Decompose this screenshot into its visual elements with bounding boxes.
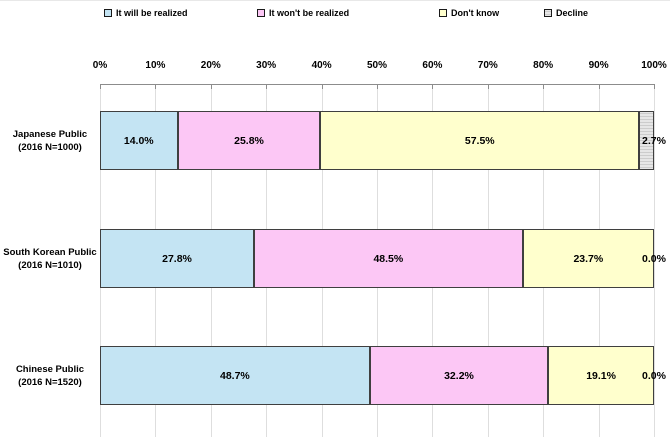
legend-label: It will be realized bbox=[116, 8, 188, 18]
legend-label: Don't know bbox=[451, 8, 500, 18]
bar-segment bbox=[548, 346, 654, 405]
bar-segment bbox=[100, 111, 178, 170]
category-label-line1: Chinese Public bbox=[15, 363, 85, 375]
category-label: Japanese Public (2016 N=1000) bbox=[2, 128, 98, 154]
x-tick-mark bbox=[321, 84, 323, 89]
legend-swatch-icon bbox=[257, 9, 265, 17]
x-tick-label: 20% bbox=[200, 60, 221, 71]
x-tick-mark bbox=[155, 84, 157, 89]
bar-value-label: 2.7% bbox=[642, 134, 666, 147]
category-label: Chinese Public (2016 N=1520) bbox=[2, 363, 98, 389]
x-tick-mark bbox=[210, 84, 212, 89]
x-tick-mark bbox=[377, 84, 378, 89]
bar-value-label: 25.8% bbox=[234, 134, 264, 147]
x-tick-label: 100% bbox=[641, 60, 667, 71]
bar-value-label: 0.0% bbox=[642, 369, 666, 382]
legend-swatch-icon bbox=[104, 9, 112, 17]
x-tick-mark bbox=[598, 84, 600, 89]
bar-value-label: 0.0% bbox=[642, 252, 666, 265]
x-tick-mark bbox=[432, 84, 434, 89]
bar-segment bbox=[177, 111, 321, 170]
category-label-line2: (2016 N=1010) bbox=[18, 259, 82, 271]
x-tick-mark bbox=[487, 84, 489, 89]
x-tick-label: 40% bbox=[311, 60, 332, 71]
legend-item-3: Don't know bbox=[439, 8, 499, 18]
legend-item-2: It won't be realized bbox=[257, 8, 349, 18]
legend-swatch-icon bbox=[439, 9, 447, 17]
category-label-line2: (2016 N=1000) bbox=[18, 141, 82, 153]
category-label-line1: South Korean Public bbox=[3, 246, 97, 258]
category-label-line1: Japanese Public bbox=[12, 128, 88, 140]
bar-value-label: 32.2% bbox=[444, 369, 474, 382]
x-tick-label: 80% bbox=[533, 60, 554, 71]
bar-segment bbox=[320, 111, 640, 170]
bar-value-label: 27.8% bbox=[162, 252, 192, 265]
x-tick-label: 60% bbox=[422, 60, 443, 71]
bar-segment bbox=[369, 346, 549, 405]
x-tick-label: 0% bbox=[92, 60, 108, 71]
bar-segment bbox=[100, 229, 254, 288]
bar-value-label: 14.0% bbox=[123, 134, 154, 147]
legend-swatch-icon bbox=[544, 9, 552, 17]
x-tick-label: 30% bbox=[256, 60, 277, 71]
legend-item-1: It will be realized bbox=[104, 8, 188, 18]
legend-label: It won't be realized bbox=[269, 8, 350, 18]
x-tick-label: 50% bbox=[366, 60, 388, 71]
bar-value-label: 23.7% bbox=[573, 252, 604, 265]
bar-segment bbox=[639, 111, 654, 170]
category-label: South Korean Public (2016 N=1010) bbox=[2, 246, 98, 272]
x-tick-label: 70% bbox=[477, 60, 498, 71]
x-tick-mark bbox=[654, 84, 655, 89]
bar-segment bbox=[254, 229, 523, 288]
x-tick-mark bbox=[543, 84, 545, 89]
bar-segment bbox=[522, 229, 654, 288]
bar-segment bbox=[100, 346, 370, 405]
gridline bbox=[654, 85, 655, 437]
x-tick-mark bbox=[100, 84, 101, 89]
bar-value-label: 48.5% bbox=[373, 252, 404, 265]
x-tick-mark bbox=[266, 84, 268, 89]
x-tick-label: 90% bbox=[588, 60, 609, 71]
bar-value-label: 19.1% bbox=[586, 369, 616, 382]
x-tick-label: 10% bbox=[145, 60, 166, 71]
legend-item-4: Decline bbox=[544, 8, 588, 18]
bar-value-label: 57.5% bbox=[464, 134, 495, 147]
category-label-line2: (2016 N=1520) bbox=[18, 376, 82, 388]
legend-label: Decline bbox=[556, 8, 589, 18]
bar-value-label: 48.7% bbox=[220, 369, 250, 382]
